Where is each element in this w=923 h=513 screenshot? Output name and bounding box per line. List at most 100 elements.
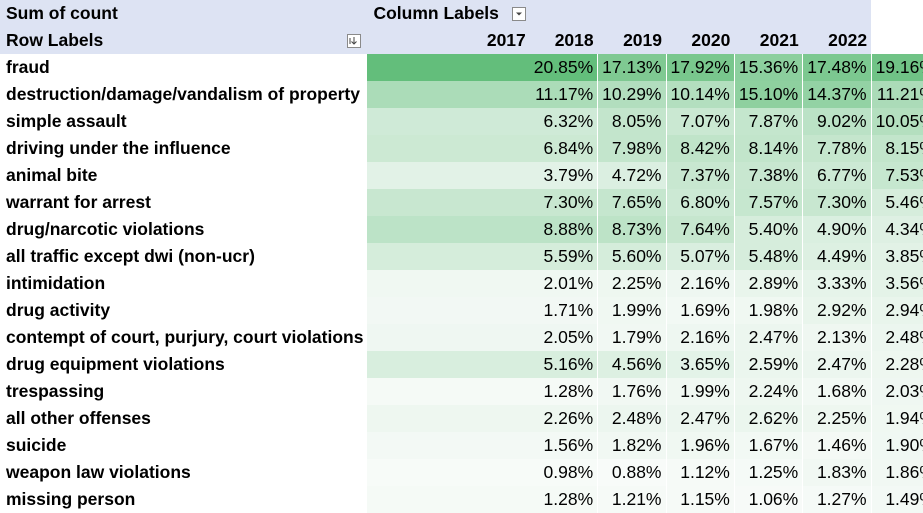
value-cell[interactable]: 1.96% xyxy=(666,432,735,459)
value-cell[interactable]: 2.47% xyxy=(734,324,804,351)
row-label[interactable]: missing person xyxy=(6,489,136,509)
row-label[interactable]: simple assault xyxy=(6,111,127,131)
value-cell[interactable]: 5.59% xyxy=(529,243,599,270)
value-cell[interactable]: 2.24% xyxy=(734,378,804,405)
row-labels-filter-button[interactable] xyxy=(347,34,362,49)
row-label[interactable]: warrant for arrest xyxy=(6,192,151,212)
value-cell-spacer[interactable] xyxy=(367,432,530,459)
row-label[interactable]: all other offenses xyxy=(6,408,151,428)
value-cell[interactable]: 1.99% xyxy=(666,378,735,405)
value-cell[interactable]: 7.38% xyxy=(734,162,804,189)
value-cell-spacer[interactable] xyxy=(367,54,530,81)
value-cell[interactable]: 1.25% xyxy=(734,459,804,486)
value-cell[interactable]: 3.33% xyxy=(802,270,872,297)
value-cell-spacer[interactable] xyxy=(367,351,530,378)
row-label[interactable]: suicide xyxy=(6,435,67,455)
value-cell[interactable]: 7.07% xyxy=(666,108,735,135)
value-cell[interactable]: 7.57% xyxy=(734,189,804,216)
value-cell[interactable]: 1.71% xyxy=(529,297,599,324)
value-cell[interactable]: 1.68% xyxy=(802,378,872,405)
value-cell[interactable]: 7.30% xyxy=(802,189,872,216)
value-cell[interactable]: 4.34% xyxy=(871,216,923,243)
value-cell[interactable]: 5.16% xyxy=(529,351,599,378)
value-cell[interactable]: 1.99% xyxy=(597,297,667,324)
value-cell[interactable]: 0.98% xyxy=(529,459,599,486)
value-cell[interactable]: 17.13% xyxy=(597,54,667,81)
value-cell[interactable]: 2.92% xyxy=(802,297,872,324)
value-cell[interactable]: 2.48% xyxy=(597,405,667,432)
value-cell[interactable]: 7.64% xyxy=(666,216,735,243)
value-cell[interactable]: 8.05% xyxy=(597,108,667,135)
year-header-2020[interactable]: 2020 xyxy=(666,27,735,54)
row-label[interactable]: fraud xyxy=(6,57,50,77)
value-cell[interactable]: 6.80% xyxy=(666,189,735,216)
year-header-2017[interactable]: 2017 xyxy=(367,27,530,54)
row-label[interactable]: drug activity xyxy=(6,300,111,320)
row-label[interactable]: drug/narcotic violations xyxy=(6,219,205,239)
row-label[interactable]: contempt of court, purjury, court violat… xyxy=(6,327,364,347)
row-labels-cell[interactable]: Row Labels xyxy=(0,27,368,54)
row-label[interactable]: animal bite xyxy=(6,165,98,185)
value-cell[interactable]: 20.85% xyxy=(529,54,599,81)
value-cell[interactable]: 1.46% xyxy=(802,432,872,459)
value-cell[interactable]: 2.25% xyxy=(597,270,667,297)
header-blank-cell[interactable] xyxy=(802,0,872,27)
row-label[interactable]: destruction/damage/vandalism of property xyxy=(6,84,360,104)
value-cell[interactable]: 2.47% xyxy=(666,405,735,432)
value-cell[interactable]: 7.98% xyxy=(597,135,667,162)
value-cell-spacer[interactable] xyxy=(367,135,530,162)
year-header-2018[interactable]: 2018 xyxy=(529,27,598,54)
value-cell-spacer[interactable] xyxy=(367,297,530,324)
value-cell[interactable]: 15.10% xyxy=(734,81,804,108)
value-cell[interactable]: 1.67% xyxy=(734,432,804,459)
value-cell[interactable]: 1.49% xyxy=(871,486,923,513)
value-cell[interactable]: 8.14% xyxy=(734,135,804,162)
value-cell-spacer[interactable] xyxy=(367,216,530,243)
value-cell[interactable]: 2.03% xyxy=(871,378,923,405)
value-cell[interactable]: 1.83% xyxy=(802,459,872,486)
value-cell[interactable]: 2.16% xyxy=(666,270,735,297)
value-cell[interactable]: 1.56% xyxy=(529,432,599,459)
value-cell-spacer[interactable] xyxy=(367,378,530,405)
row-label[interactable]: all traffic except dwi (non-ucr) xyxy=(6,246,255,266)
value-cell[interactable]: 1.90% xyxy=(871,432,923,459)
header-blank-cell[interactable] xyxy=(734,0,803,27)
value-cell[interactable]: 8.73% xyxy=(597,216,667,243)
value-cell[interactable]: 10.05% xyxy=(871,108,923,135)
value-cell[interactable]: 5.40% xyxy=(734,216,804,243)
value-cell-spacer[interactable] xyxy=(367,270,530,297)
header-blank-cell[interactable] xyxy=(666,0,735,27)
value-cell[interactable]: 3.65% xyxy=(666,351,735,378)
value-cell[interactable]: 10.14% xyxy=(666,81,735,108)
value-cell[interactable]: 2.62% xyxy=(734,405,804,432)
value-cell[interactable]: 15.36% xyxy=(734,54,804,81)
value-cell[interactable]: 1.86% xyxy=(871,459,923,486)
column-labels-cell[interactable]: Column Labels xyxy=(367,0,530,27)
value-cell[interactable]: 4.72% xyxy=(597,162,667,189)
header-blank-cell[interactable] xyxy=(529,0,598,27)
header-blank-cell[interactable] xyxy=(597,0,666,27)
value-cell[interactable]: 2.89% xyxy=(734,270,804,297)
value-cell-spacer[interactable] xyxy=(367,108,530,135)
value-cell[interactable]: 8.42% xyxy=(666,135,735,162)
value-cell[interactable]: 4.90% xyxy=(802,216,872,243)
value-cell-spacer[interactable] xyxy=(367,243,530,270)
value-cell[interactable]: 1.76% xyxy=(597,378,667,405)
value-cell[interactable]: 1.15% xyxy=(666,486,735,513)
value-cell[interactable]: 5.60% xyxy=(597,243,667,270)
value-cell[interactable]: 4.49% xyxy=(802,243,872,270)
value-cell[interactable]: 1.79% xyxy=(597,324,667,351)
value-cell[interactable]: 6.77% xyxy=(802,162,872,189)
value-cell[interactable]: 7.53% xyxy=(871,162,923,189)
value-cell[interactable]: 1.28% xyxy=(529,378,599,405)
row-label[interactable]: trespassing xyxy=(6,381,105,401)
value-cell[interactable]: 19.16% xyxy=(871,54,923,81)
value-cell[interactable]: 1.98% xyxy=(734,297,804,324)
value-cell-spacer[interactable] xyxy=(367,405,530,432)
value-cell[interactable]: 1.12% xyxy=(666,459,735,486)
value-cell[interactable]: 11.21% xyxy=(871,81,923,108)
value-cell-spacer[interactable] xyxy=(367,81,530,108)
value-cell[interactable]: 1.06% xyxy=(734,486,804,513)
value-cell[interactable]: 2.47% xyxy=(802,351,872,378)
value-cell[interactable]: 17.92% xyxy=(666,54,735,81)
